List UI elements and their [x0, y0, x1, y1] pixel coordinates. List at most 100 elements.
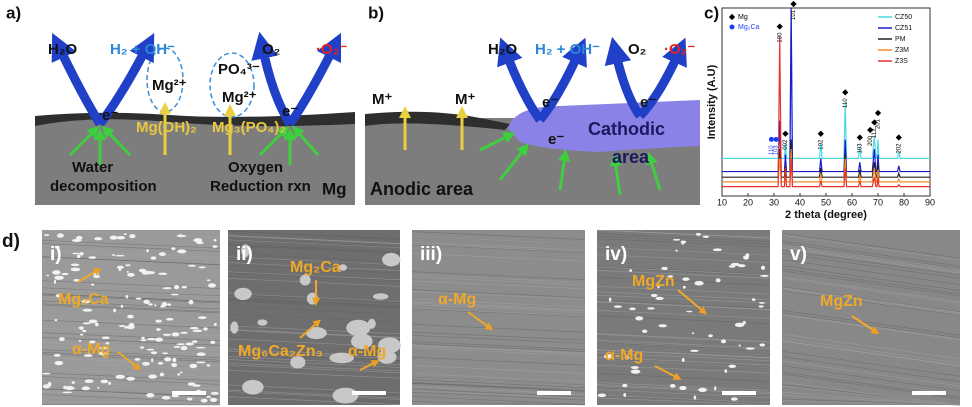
texture	[781, 351, 961, 377]
shape	[96, 33, 155, 127]
phase-label: Mg₆Ca₂Zn₃	[238, 343, 323, 360]
phase	[742, 320, 746, 325]
phase	[669, 383, 676, 388]
phase	[177, 373, 181, 376]
label-arrow	[851, 315, 880, 335]
phase	[305, 327, 327, 340]
peak-marker	[790, 0, 797, 8]
phase	[630, 369, 641, 374]
texture	[41, 353, 221, 363]
texture	[411, 302, 586, 312]
texture	[781, 234, 961, 261]
phase	[146, 348, 155, 351]
phase	[158, 272, 168, 275]
phase	[82, 322, 91, 325]
phase	[210, 397, 218, 403]
texture	[41, 404, 221, 406]
texture	[227, 256, 401, 266]
phase	[189, 326, 199, 330]
panel-a-text: Mg²⁺	[152, 77, 187, 94]
texture	[781, 232, 961, 259]
peak-label: 110	[843, 98, 849, 108]
phase	[94, 322, 99, 327]
phase	[62, 391, 73, 394]
shape	[479, 132, 516, 152]
shape	[286, 32, 342, 127]
panel-b-text: b)	[368, 3, 384, 22]
phase	[187, 382, 196, 386]
phase	[125, 264, 131, 267]
phase	[76, 254, 81, 259]
texture	[411, 382, 586, 391]
texture	[411, 383, 586, 392]
texture	[781, 276, 961, 302]
phase	[173, 284, 180, 290]
phase	[672, 238, 681, 241]
x-tick-label: 80	[899, 197, 909, 207]
panel-a-text: Reduction rxn	[210, 178, 311, 195]
phase	[97, 351, 108, 355]
phase	[667, 275, 674, 278]
phase	[188, 299, 194, 305]
texture	[411, 396, 586, 405]
peak-marker	[728, 13, 736, 21]
texture	[41, 280, 221, 289]
phase	[681, 241, 684, 245]
x-tick-label: 90	[925, 197, 935, 207]
texture	[411, 249, 586, 259]
phase	[189, 363, 198, 369]
texture	[596, 349, 771, 359]
phase	[758, 305, 764, 308]
panel-b-text: O₂	[628, 41, 646, 58]
phase	[59, 337, 65, 342]
shape	[51, 32, 104, 127]
phase	[162, 287, 172, 290]
phase	[134, 358, 141, 361]
x-tick-label: 30	[769, 197, 779, 207]
phase	[97, 386, 100, 389]
phase-label: MgZn	[632, 273, 675, 290]
phase	[118, 267, 122, 272]
phase	[84, 379, 94, 384]
phase	[180, 331, 189, 334]
phase	[47, 382, 52, 387]
shape	[251, 31, 294, 127]
texture	[41, 318, 221, 327]
x-tick-label: 20	[743, 197, 753, 207]
texture	[596, 359, 771, 368]
texture	[41, 388, 221, 397]
texture	[227, 238, 401, 248]
panel-label: d)	[2, 231, 20, 252]
phase	[658, 324, 667, 328]
texture	[411, 253, 586, 262]
panel-b-text: H₂O	[488, 41, 517, 58]
phase	[124, 326, 128, 329]
panel-a-text: Water	[72, 159, 113, 176]
texture	[41, 345, 221, 355]
texture	[227, 239, 401, 249]
phase	[657, 285, 660, 289]
phase	[378, 337, 401, 354]
texture	[227, 369, 401, 379]
phase	[346, 319, 371, 337]
phase	[694, 281, 704, 286]
phase	[206, 279, 211, 282]
phase	[101, 336, 110, 340]
phase	[81, 386, 90, 391]
phase	[89, 340, 96, 344]
phase	[171, 362, 178, 368]
phase	[241, 244, 250, 258]
phase	[608, 297, 612, 302]
shape	[35, 112, 355, 127]
phase	[192, 340, 198, 343]
phase	[52, 270, 61, 275]
texture	[411, 323, 586, 333]
texture	[781, 337, 961, 364]
panel-b-schematic	[365, 36, 700, 205]
phase	[116, 235, 126, 240]
texture	[41, 229, 221, 239]
x-tick-label: 70	[873, 197, 883, 207]
texture	[227, 265, 401, 274]
texture	[411, 382, 586, 392]
phase	[760, 274, 769, 277]
